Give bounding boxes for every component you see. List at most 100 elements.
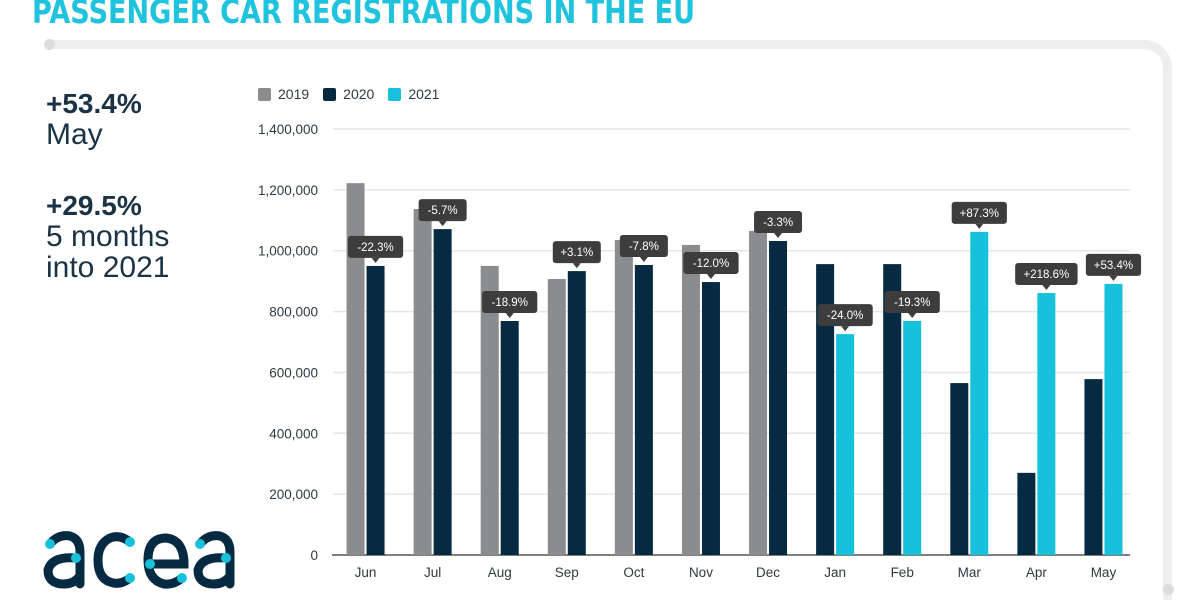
page-title: PASSENGER CAR REGISTRATIONS IN THE EU xyxy=(32,0,696,31)
frame-dot xyxy=(44,39,55,50)
x-tick-label: Aug xyxy=(488,565,512,580)
y-tick-label: 800,000 xyxy=(269,305,318,320)
annotation-bubble xyxy=(683,252,739,275)
bar-2020-jan xyxy=(816,264,835,555)
annotation-label: +218.6% xyxy=(1024,269,1070,281)
annotation-pointer xyxy=(1042,285,1051,291)
annotation-bubble xyxy=(754,210,803,233)
annotation-label: -12.0% xyxy=(693,258,729,270)
bar-2020-mar xyxy=(950,383,969,555)
legend-label: 2019 xyxy=(278,86,310,102)
bar-2020-aug xyxy=(500,321,519,555)
annotation-pointer xyxy=(1109,275,1118,281)
bar-2021-mar xyxy=(970,231,989,555)
annotation-label: +87.3% xyxy=(960,208,999,220)
annotation-label: -22.3% xyxy=(357,242,393,254)
bar-2021-feb xyxy=(903,321,922,555)
kpi-label: 5 months xyxy=(46,220,170,253)
kpi-value: +53.4% xyxy=(46,88,142,119)
legend-item-2021: 2021 xyxy=(388,86,439,102)
bar-2021-may xyxy=(1104,283,1123,555)
annotation-label: +3.1% xyxy=(560,247,593,259)
annotation-pointer xyxy=(908,313,917,319)
y-tick-label: 1,000,000 xyxy=(258,244,318,259)
bar-2019-sep xyxy=(547,279,566,555)
annotation-bubble xyxy=(552,241,601,264)
legend-item-2020: 2020 xyxy=(323,86,374,102)
kpi-ytd: +29.5% 5 months into 2021 xyxy=(46,190,170,284)
legend-swatch xyxy=(258,87,271,101)
x-tick-label: Jan xyxy=(824,565,846,580)
bar-2019-jun xyxy=(346,183,365,556)
frame-dot xyxy=(1163,584,1174,595)
x-tick-label: Apr xyxy=(1026,565,1048,580)
kpi-may: +53.4% May xyxy=(46,88,142,151)
y-tick-label: 0 xyxy=(310,548,318,563)
bar-2021-apr xyxy=(1037,293,1056,555)
annotation-bubble xyxy=(1015,263,1078,286)
annotation-bubble xyxy=(347,235,404,258)
bar-2020-nov xyxy=(701,282,720,555)
y-tick-label: 600,000 xyxy=(269,365,318,380)
legend-swatch xyxy=(323,87,337,101)
x-tick-label: May xyxy=(1091,565,1117,580)
annotation-label: -7.8% xyxy=(629,241,659,253)
annotation-bubble xyxy=(418,199,467,222)
annotation-pointer xyxy=(975,223,984,229)
annotation-bubble xyxy=(951,201,1007,224)
annotation-bubble xyxy=(884,291,940,314)
x-tick-label: Nov xyxy=(689,565,713,580)
bar-2020-oct xyxy=(634,265,653,555)
legend-swatch xyxy=(388,87,402,101)
y-tick-label: 1,400,000 xyxy=(258,122,318,137)
annotation-pointer xyxy=(774,232,783,238)
x-tick-label: Oct xyxy=(623,565,644,580)
bar-2021-jan xyxy=(836,334,855,555)
decorative-frame xyxy=(46,40,1172,600)
x-tick-label: Dec xyxy=(756,565,780,580)
annotation-pointer xyxy=(706,274,715,280)
chart-legend: 2019 2020 2021 xyxy=(258,86,439,102)
bar-2020-may xyxy=(1084,379,1103,555)
kpi-label: into 2021 xyxy=(46,251,170,284)
annotation-bubble xyxy=(1085,253,1142,276)
x-tick-label: Mar xyxy=(958,565,982,580)
x-tick-label: Jun xyxy=(355,565,377,580)
legend-item-2019: 2019 xyxy=(258,86,309,102)
x-tick-label: Jul xyxy=(424,565,441,580)
bar-2019-dec xyxy=(749,230,768,555)
annotation-label: -19.3% xyxy=(894,297,930,309)
annotation-pointer xyxy=(572,263,581,269)
bar-2020-feb xyxy=(883,264,902,555)
kpi-label: May xyxy=(46,118,103,151)
bar-2019-oct xyxy=(614,240,633,556)
bar-2019-nov xyxy=(681,244,700,555)
annotation-label: +53.4% xyxy=(1094,260,1133,272)
bar-2020-sep xyxy=(567,271,586,555)
y-tick-label: 1,200,000 xyxy=(258,183,318,198)
annotation-pointer xyxy=(438,221,447,227)
legend-label: 2021 xyxy=(408,86,440,102)
bar-2019-jul xyxy=(413,209,432,555)
kpi-value: +29.5% xyxy=(46,190,142,221)
annotation-pointer xyxy=(639,257,648,263)
annotation-pointer xyxy=(841,326,850,332)
y-tick-label: 400,000 xyxy=(269,426,318,441)
x-tick-label: Sep xyxy=(555,565,579,580)
bar-2020-jul xyxy=(433,229,452,556)
y-tick-label: 200,000 xyxy=(269,487,318,502)
annotation-pointer xyxy=(371,257,380,263)
annotation-bubble xyxy=(817,304,873,327)
annotation-label: -3.3% xyxy=(763,217,793,229)
annotation-label: -24.0% xyxy=(827,310,863,322)
annotation-label: -5.7% xyxy=(428,205,458,217)
annotation-pointer xyxy=(505,313,514,319)
x-tick-label: Feb xyxy=(891,565,914,580)
bar-2019-aug xyxy=(480,265,499,555)
acea-logo xyxy=(43,531,235,589)
legend-label: 2020 xyxy=(343,86,375,102)
annotation-bubble xyxy=(482,291,538,314)
bar-2020-dec xyxy=(769,240,788,555)
annotation-label: -18.9% xyxy=(491,297,527,309)
